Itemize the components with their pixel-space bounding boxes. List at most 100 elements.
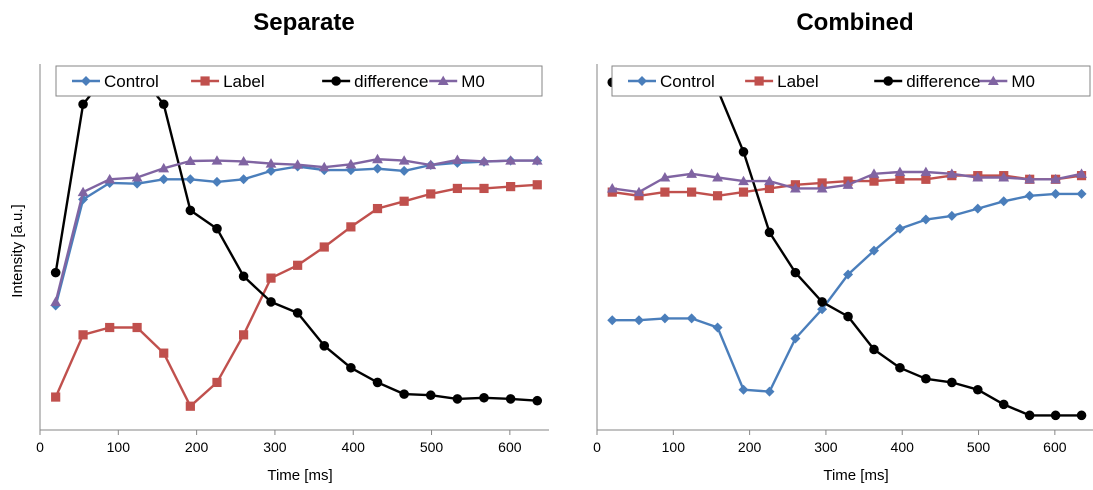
- data-point-control: [764, 386, 775, 397]
- data-point-m0: [790, 183, 801, 193]
- data-point-control: [686, 313, 697, 324]
- data-point-control: [266, 165, 277, 176]
- data-point-difference: [1050, 410, 1061, 421]
- series-line-m0: [54, 157, 538, 303]
- series-line-difference: [54, 70, 538, 402]
- data-point-m0: [842, 179, 854, 189]
- data-point-difference: [738, 147, 749, 157]
- data-point-control: [659, 313, 670, 324]
- data-point-m0: [972, 172, 984, 182]
- data-point-m0: [738, 175, 749, 186]
- legend-entry-m0: M0: [429, 72, 485, 91]
- data-point-m0: [712, 172, 723, 182]
- data-point-difference: [479, 392, 489, 403]
- x-tick-label: 0: [593, 439, 601, 455]
- data-point-difference: [998, 399, 1009, 410]
- data-point-control: [712, 322, 723, 333]
- series-line-label: [54, 183, 538, 408]
- data-point-label: [372, 203, 383, 214]
- data-point-difference: [895, 362, 905, 373]
- data-point-m0: [764, 175, 775, 186]
- data-point-difference: [212, 223, 222, 234]
- data-point-m0: [633, 186, 645, 197]
- data-point-label: [764, 183, 775, 194]
- series-line-difference: [612, 77, 1082, 417]
- data-point-label: [817, 178, 827, 188]
- x-tick-label: 200: [185, 439, 209, 455]
- data-point-m0: [505, 155, 517, 165]
- x-tick-label: 100: [662, 439, 686, 455]
- data-point-m0: [131, 172, 143, 182]
- data-point-m0: [292, 159, 304, 169]
- x-tick-label: 0: [36, 439, 44, 455]
- legend-label: Control: [660, 72, 715, 91]
- data-point-control: [185, 174, 196, 185]
- data-point-label: [346, 222, 356, 232]
- data-point-m0: [451, 154, 463, 164]
- data-point-label: [51, 392, 61, 402]
- series-m0: [50, 153, 543, 306]
- legend-entry-control: Control: [72, 72, 159, 91]
- data-point-m0: [1050, 173, 1062, 184]
- data-point-control: [843, 269, 854, 280]
- data-point-control: [372, 163, 383, 174]
- data-point-label: [712, 191, 723, 201]
- data-point-m0: [265, 158, 277, 168]
- data-point-m0: [686, 168, 698, 178]
- chart-title: Combined: [796, 9, 913, 36]
- legend-marker-control: [637, 76, 647, 86]
- legend-label: Label: [777, 72, 819, 91]
- data-point-difference: [1024, 410, 1035, 421]
- data-point-m0: [1024, 173, 1036, 184]
- legend-entry-m0: M0: [979, 72, 1035, 91]
- data-point-label: [239, 330, 249, 340]
- data-point-label: [921, 174, 931, 184]
- data-point-difference: [817, 297, 827, 307]
- data-point-control: [998, 196, 1009, 207]
- chart-panel-separate: Separate Intensity [a.u.] Time [ms] 0 100…: [9, 9, 549, 484]
- data-point-control: [607, 315, 618, 326]
- legend-marker-m0: [437, 75, 449, 86]
- x-tick-label: 500: [420, 439, 444, 455]
- data-point-label: [895, 174, 905, 184]
- data-point-label: [479, 183, 489, 194]
- data-point-m0: [606, 183, 618, 193]
- data-point-difference: [452, 394, 463, 404]
- data-point-m0: [372, 153, 383, 164]
- data-point-difference: [972, 384, 983, 395]
- data-point-difference: [319, 341, 330, 351]
- data-point-m0: [318, 161, 330, 172]
- x-tick-label: 600: [1043, 439, 1067, 455]
- data-point-control: [972, 203, 983, 214]
- legend-entry-difference: difference: [874, 72, 981, 91]
- data-point-m0: [478, 155, 490, 166]
- data-point-label: [293, 260, 303, 270]
- data-point-difference: [425, 390, 436, 401]
- legend-label: Label: [223, 72, 265, 91]
- series-label: [51, 180, 542, 411]
- x-tick-label: 400: [342, 439, 366, 455]
- series-difference: [50, 66, 543, 406]
- data-point-m0: [531, 155, 543, 165]
- data-point-label: [452, 183, 462, 194]
- chart-panel-combined: Combined Time [ms] 0 100 200 300 400 500 600 Co…: [593, 9, 1093, 484]
- data-point-difference: [1076, 410, 1087, 421]
- series-control: [607, 188, 1087, 397]
- data-point-m0: [345, 158, 357, 169]
- x-tick-label: 500: [967, 439, 991, 455]
- series-m0: [606, 166, 1087, 197]
- data-point-m0: [184, 155, 196, 166]
- data-point-difference: [947, 377, 957, 388]
- data-point-label: [506, 182, 516, 192]
- data-point-difference: [292, 308, 303, 318]
- x-axis-label: Time [ms]: [823, 467, 888, 484]
- data-point-difference: [158, 99, 169, 110]
- legend-label: Control: [104, 72, 159, 91]
- data-point-m0: [238, 155, 249, 166]
- x-tick-label: 300: [814, 439, 838, 455]
- data-point-label: [159, 348, 169, 358]
- data-point-control: [1050, 188, 1061, 199]
- data-point-label: [185, 401, 195, 411]
- data-point-label: [266, 273, 276, 283]
